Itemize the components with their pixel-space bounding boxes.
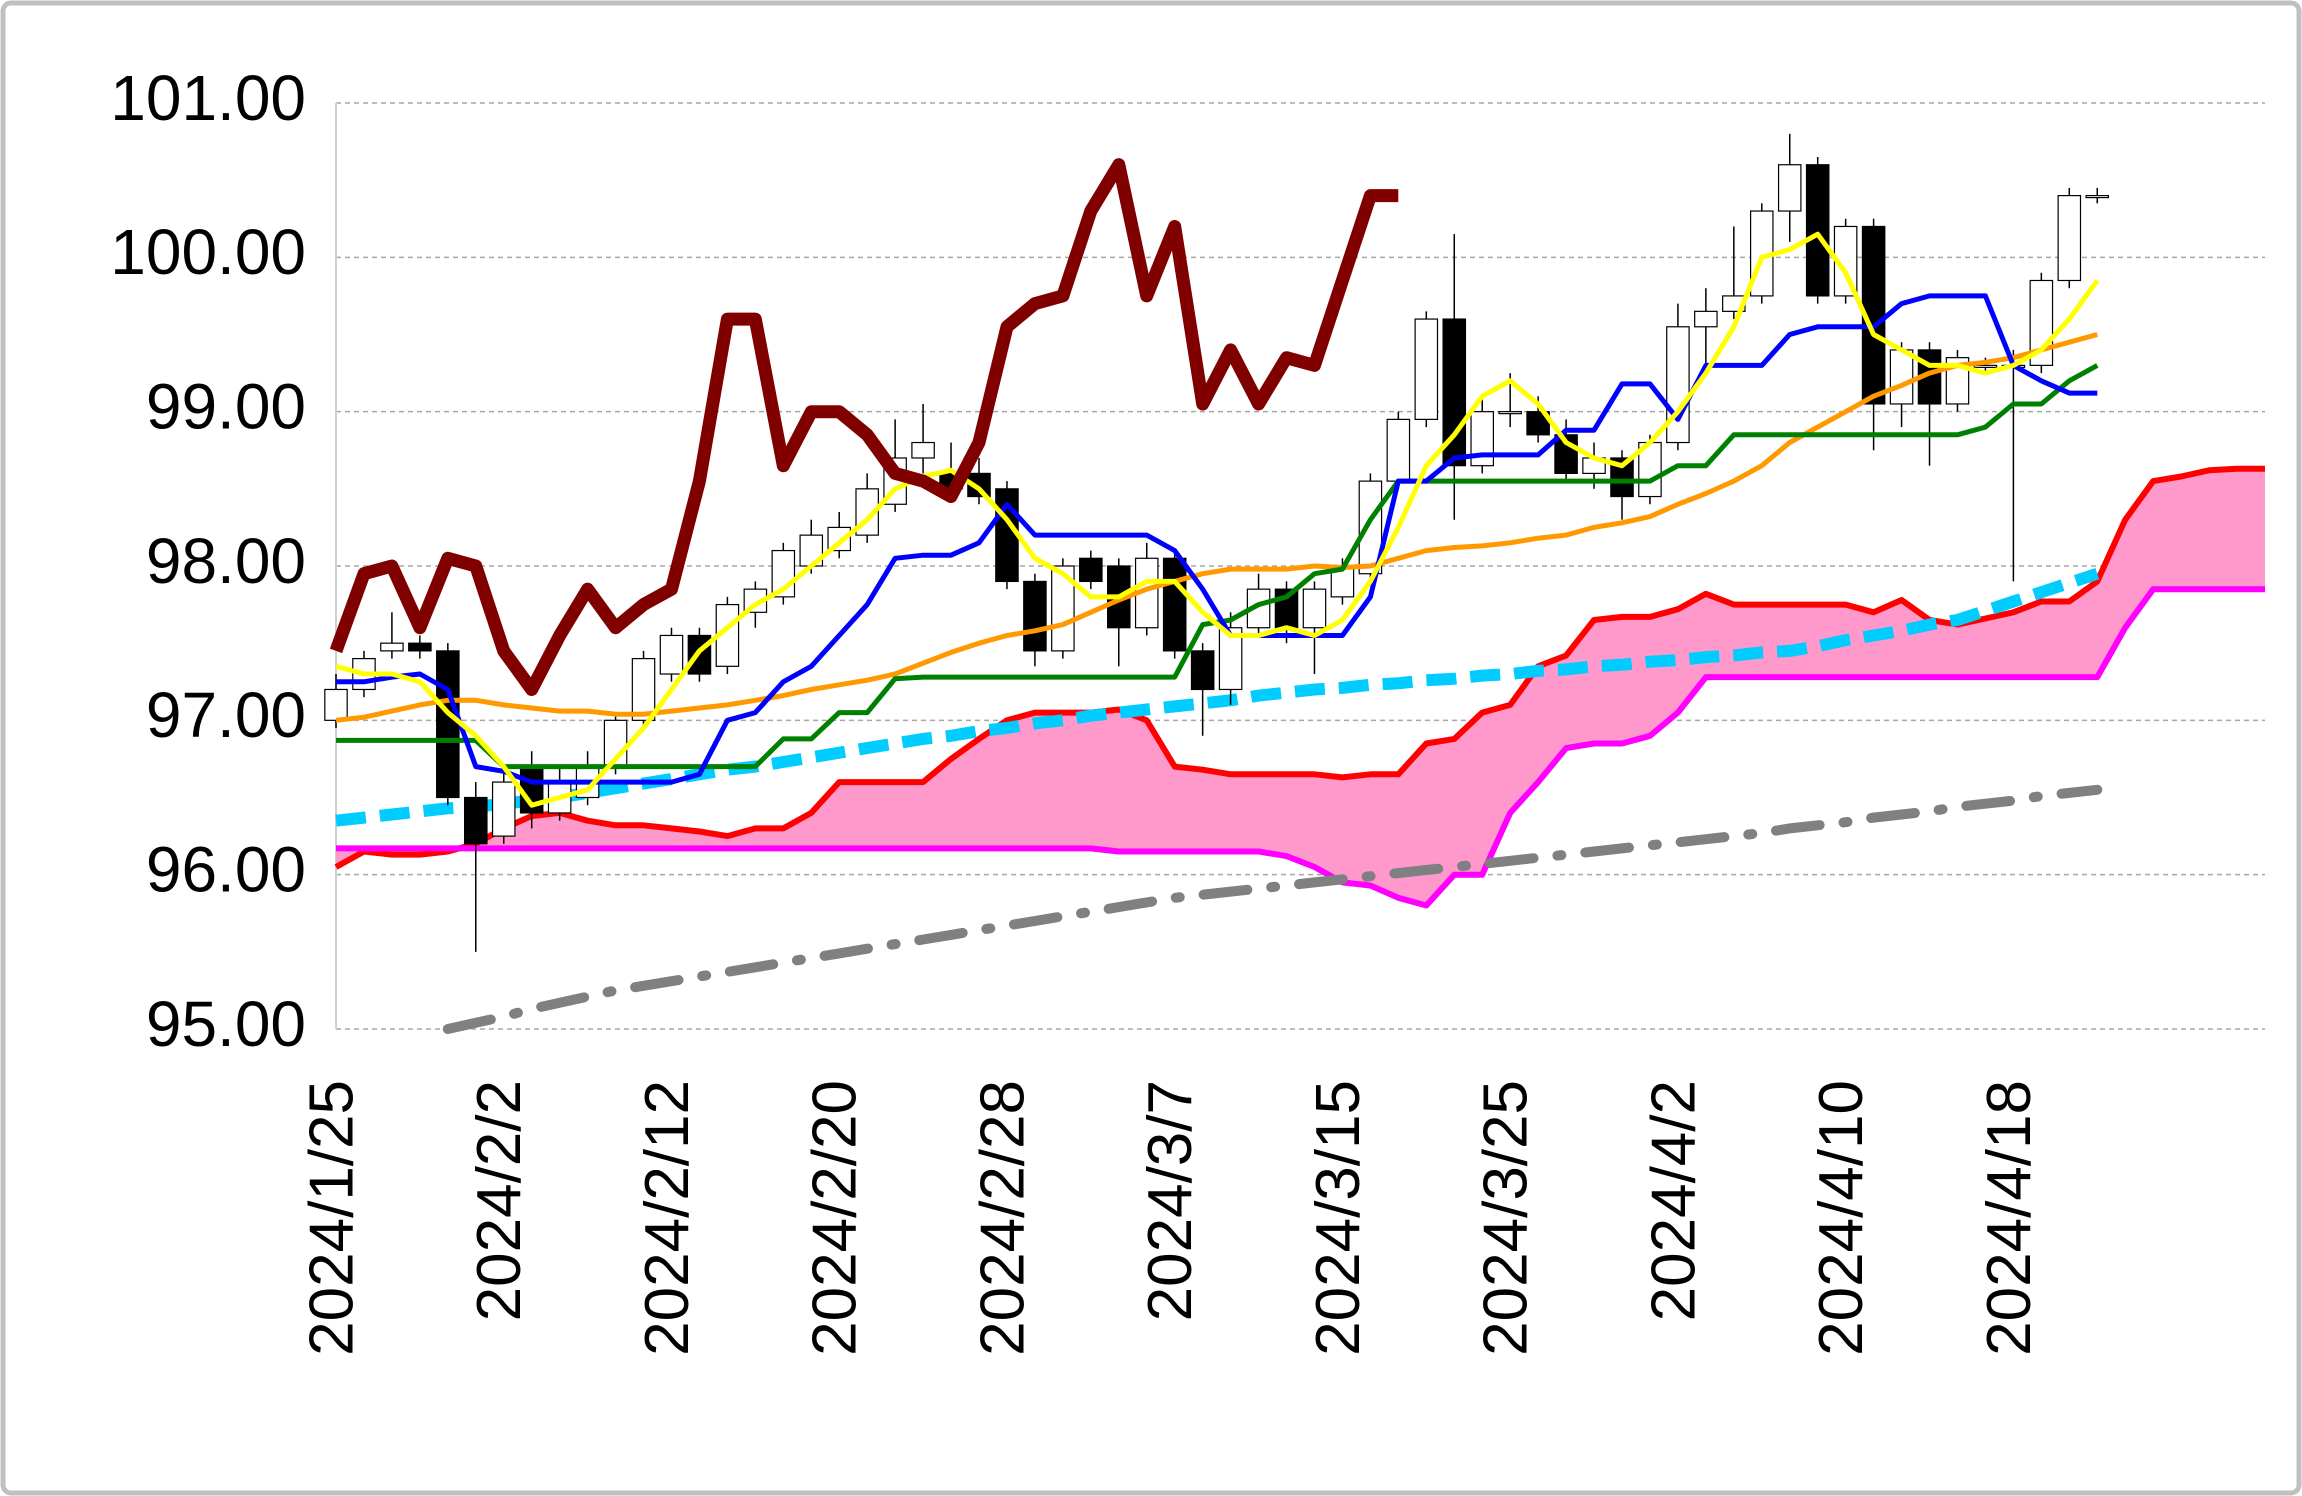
candle-body <box>1498 411 1522 415</box>
candle-body <box>967 472 991 498</box>
candle-body <box>436 650 460 799</box>
candle-body <box>1358 480 1383 575</box>
line <box>335 568 2100 827</box>
candle-body <box>464 796 488 845</box>
candle-body <box>1162 557 1187 652</box>
x-tick-label: 2024/1/25 <box>297 1080 366 1356</box>
line <box>335 231 2100 808</box>
x-tick-label: 2024/2/28 <box>968 1080 1037 1356</box>
candle-body <box>1190 650 1215 691</box>
candle-body <box>1694 310 1718 328</box>
line <box>336 586 2265 909</box>
y-tick-label: 96.00 <box>146 834 306 906</box>
y-tick-label: 99.00 <box>146 371 306 443</box>
line <box>329 158 1399 696</box>
x-tick-label: 2024/2/2 <box>465 1080 534 1321</box>
y-tick-label: 100.00 <box>110 216 306 288</box>
x-tick-label: 2024/3/25 <box>1472 1080 1541 1356</box>
x-tick-label: 2024/2/20 <box>801 1080 870 1356</box>
candle-body <box>2085 195 2110 199</box>
y-tick-label: 95.00 <box>146 988 306 1060</box>
candle-body <box>1414 318 1439 420</box>
x-tick-label: 2024/3/7 <box>1136 1080 1205 1321</box>
candle-body <box>408 642 432 652</box>
candle-body <box>1777 164 1802 212</box>
candle-body <box>911 441 935 459</box>
y-tick-label: 97.00 <box>146 679 306 751</box>
x-tick-label: 2024/4/2 <box>1639 1080 1708 1321</box>
x-tick-label: 2024/4/18 <box>1975 1080 2044 1356</box>
candle-body <box>659 634 684 675</box>
candle-body <box>1302 588 1327 629</box>
candle-body <box>1973 364 1998 368</box>
candle-body <box>380 642 404 652</box>
candle-body <box>1610 457 1634 498</box>
y-tick-label: 98.00 <box>146 525 306 597</box>
x-tick-label: 2024/2/12 <box>633 1080 702 1356</box>
x-tick-label: 2024/3/15 <box>1304 1080 1373 1356</box>
candle-body <box>2057 195 2082 282</box>
line <box>442 784 2103 1034</box>
y-tick-label: 101.00 <box>110 62 306 134</box>
candle-body <box>1386 418 1411 482</box>
line <box>334 465 2265 870</box>
candle-body <box>1805 164 1830 297</box>
candle-body <box>631 657 656 721</box>
candle-body <box>1470 411 1495 467</box>
x-tick-label: 2024/4/10 <box>1807 1080 1876 1356</box>
candle-body <box>1889 349 1914 405</box>
candle-body <box>1051 565 1075 652</box>
candle-body <box>1666 326 1690 444</box>
line <box>336 293 2098 785</box>
candle-body <box>1079 557 1103 583</box>
candle-body <box>324 688 348 721</box>
candle-body <box>491 781 516 837</box>
candle-body <box>1218 627 1243 691</box>
cloud <box>336 468 2265 906</box>
candle-body <box>1023 580 1047 652</box>
